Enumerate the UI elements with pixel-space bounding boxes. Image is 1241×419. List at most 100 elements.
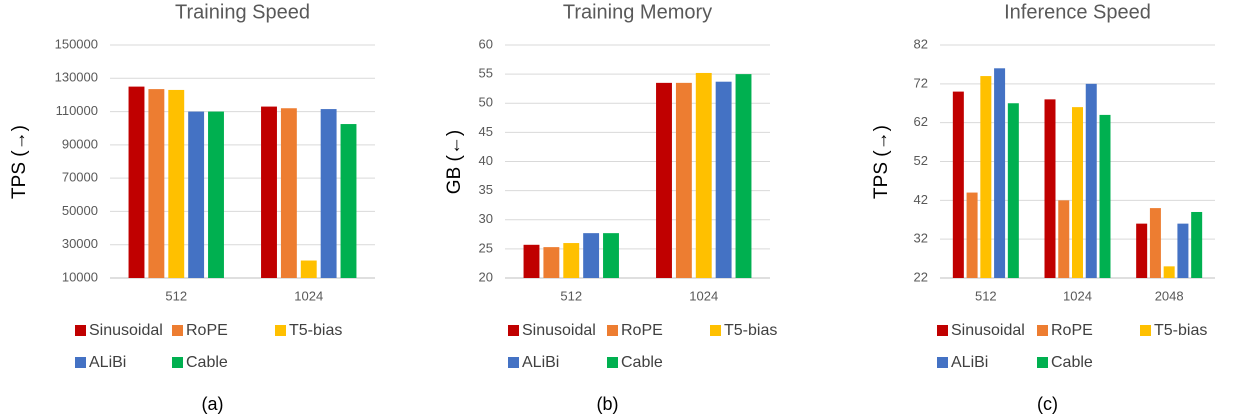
legend-label: Cable	[1051, 354, 1093, 371]
legend-swatch	[1037, 325, 1048, 336]
legend-swatch	[75, 325, 86, 336]
legend-swatch	[710, 325, 721, 336]
bar	[208, 111, 224, 278]
x-tick-label: 512	[165, 288, 187, 303]
y-tick-label: 130000	[55, 70, 98, 85]
bar	[966, 192, 978, 278]
y-tick-label: 22	[914, 269, 928, 284]
legend-label: RoPE	[621, 322, 663, 339]
bar	[1163, 266, 1175, 278]
legend-label: ALiBi	[89, 354, 126, 371]
x-tick-label: 2048	[1155, 288, 1184, 303]
x-tick-label: 512	[560, 288, 582, 303]
legend-label: RoPE	[186, 322, 228, 339]
chart-title: Training Memory	[563, 1, 712, 23]
bar	[1149, 208, 1161, 278]
bar	[320, 109, 337, 278]
y-tick-label: 60	[479, 36, 493, 51]
bar	[300, 260, 317, 278]
y-tick-label: 55	[479, 66, 493, 81]
bar	[1177, 223, 1189, 278]
y-tick-label: 90000	[62, 136, 98, 151]
y-axis-label: TPS (→)	[871, 125, 892, 199]
y-tick-label: 30000	[62, 236, 98, 251]
bar	[1136, 223, 1148, 278]
y-tick-label: 30	[479, 211, 493, 226]
legend-label: Cable	[186, 354, 228, 371]
x-tick-label: 512	[975, 288, 997, 303]
y-tick-label: 52	[914, 153, 928, 168]
caption: (a)	[202, 394, 224, 414]
y-tick-label: 50	[479, 95, 493, 110]
bar	[261, 106, 277, 278]
legend-label: ALiBi	[522, 354, 559, 371]
bar	[656, 82, 672, 278]
bar	[994, 68, 1006, 278]
legend-swatch	[1140, 325, 1151, 336]
bar	[735, 74, 752, 278]
legend-label: T5-bias	[724, 322, 777, 339]
legend-label: Sinusoidal	[951, 322, 1025, 339]
bar	[603, 233, 619, 278]
bar	[563, 243, 580, 278]
legend-swatch	[172, 325, 183, 336]
bar	[148, 89, 165, 278]
legend-swatch	[1037, 357, 1048, 368]
legend-swatch	[508, 325, 519, 336]
legend-label: Sinusoidal	[522, 322, 596, 339]
bar	[543, 247, 560, 278]
bar	[128, 86, 145, 278]
y-tick-label: 42	[914, 192, 928, 207]
x-tick-label: 1024	[1063, 288, 1092, 303]
bar	[523, 244, 540, 278]
bar	[1099, 114, 1111, 279]
legend-label: Cable	[621, 354, 663, 371]
bar	[583, 233, 600, 278]
legend-label: Sinusoidal	[89, 322, 163, 339]
chart-title: Training Speed	[175, 1, 310, 23]
legend-label: T5-bias	[289, 322, 342, 339]
y-tick-label: 25	[479, 240, 493, 255]
bar	[980, 76, 992, 278]
bar	[1191, 211, 1203, 278]
legend-swatch	[275, 325, 286, 336]
bar	[280, 108, 297, 278]
y-tick-label: 150000	[55, 36, 98, 51]
legend-label: ALiBi	[951, 354, 988, 371]
bar	[1072, 107, 1083, 278]
y-axis-label: GB (←)	[444, 130, 465, 194]
y-axis-label: TPS (→)	[9, 125, 30, 199]
legend-label: RoPE	[1051, 322, 1093, 339]
bar	[188, 111, 205, 278]
y-tick-label: 62	[914, 114, 928, 129]
legend-swatch	[172, 357, 183, 368]
y-tick-label: 20	[479, 269, 493, 284]
bar	[952, 91, 964, 278]
bar	[695, 72, 712, 279]
y-tick-label: 45	[479, 124, 493, 139]
x-tick-label: 1024	[689, 288, 718, 303]
y-tick-label: 35	[479, 182, 493, 197]
bar	[1085, 83, 1097, 278]
legend-swatch	[75, 357, 86, 368]
legend-swatch	[508, 357, 519, 368]
y-tick-label: 40	[479, 153, 493, 168]
y-tick-label: 110000	[56, 103, 98, 118]
legend-swatch	[607, 357, 618, 368]
caption: (b)	[597, 394, 619, 414]
chart-title: Inference Speed	[1004, 1, 1151, 23]
y-tick-label: 82	[914, 36, 928, 51]
legend-label: T5-bias	[1154, 322, 1207, 339]
legend-swatch	[937, 357, 948, 368]
bar	[675, 82, 692, 278]
bar	[168, 89, 185, 278]
bar	[340, 124, 357, 278]
y-tick-label: 70000	[62, 170, 98, 185]
bar	[1044, 99, 1056, 278]
caption: (c)	[1037, 394, 1058, 414]
bar	[715, 81, 732, 278]
legend-swatch	[607, 325, 618, 336]
y-tick-label: 72	[914, 75, 928, 90]
y-tick-label: 32	[914, 231, 928, 246]
